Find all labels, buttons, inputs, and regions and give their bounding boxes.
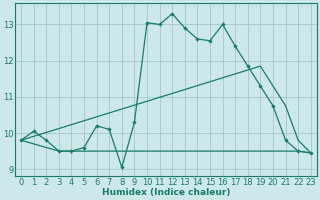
X-axis label: Humidex (Indice chaleur): Humidex (Indice chaleur) xyxy=(102,188,230,197)
